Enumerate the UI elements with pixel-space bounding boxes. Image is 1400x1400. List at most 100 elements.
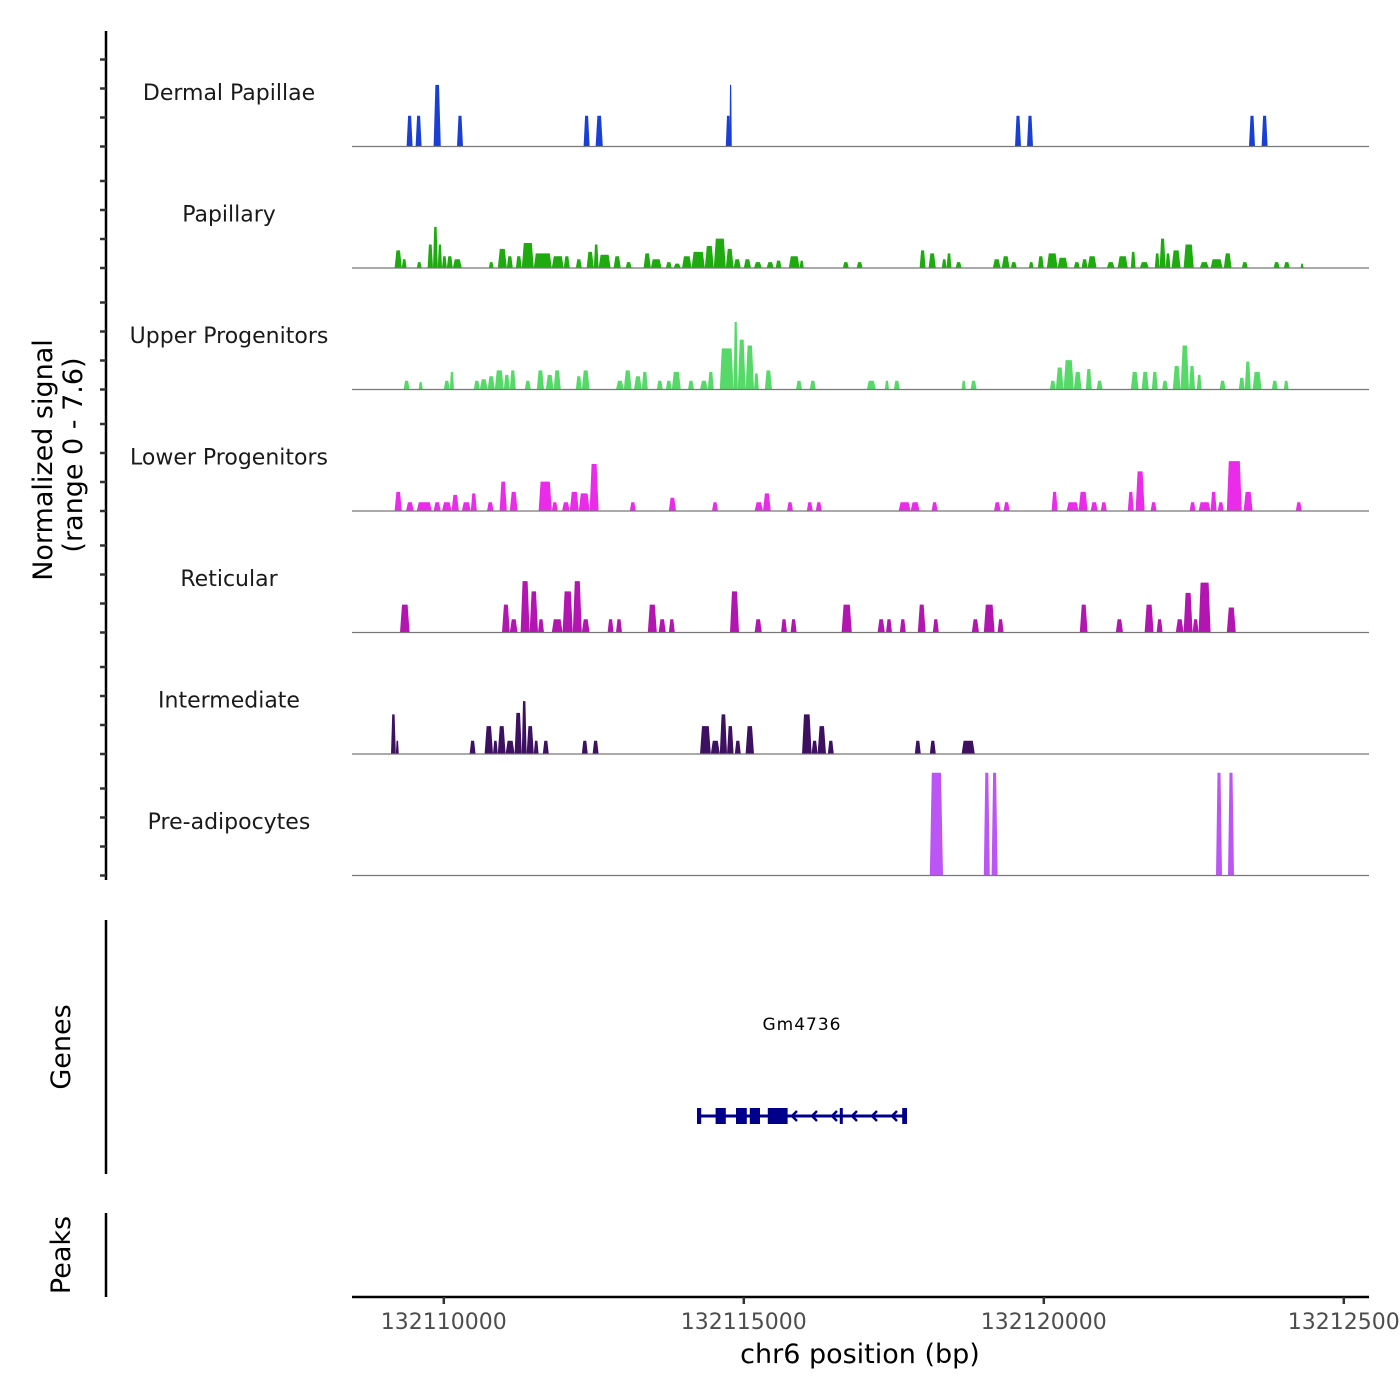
gene-exon — [749, 1108, 760, 1124]
signal-bin — [1144, 604, 1154, 633]
signal-bin — [418, 382, 423, 390]
signal-bin — [1216, 772, 1222, 876]
signal-bin — [727, 726, 734, 754]
signal-bin — [1159, 238, 1166, 268]
signal-bin — [842, 262, 849, 268]
signal-bin — [725, 115, 731, 147]
signal-bin — [1150, 502, 1157, 511]
track-label: Upper Progenitors — [130, 324, 329, 349]
signal-bin — [1249, 115, 1255, 147]
signal-bin — [917, 604, 926, 633]
signal-bin — [1141, 371, 1149, 390]
signal-bin — [497, 248, 507, 268]
signal-bin — [665, 380, 672, 390]
signal-bin — [658, 619, 666, 633]
signal-bin — [433, 84, 441, 147]
signal-bin — [551, 619, 563, 633]
signal-bin — [1090, 502, 1098, 511]
signal-bin — [970, 380, 977, 390]
signal-bin — [529, 591, 538, 633]
signal-bin — [1199, 262, 1209, 268]
signal-bin — [764, 370, 772, 390]
signal-bin — [856, 262, 863, 268]
signal-bin — [515, 256, 522, 268]
signal-bin — [1156, 619, 1163, 633]
signal-bin — [1127, 491, 1134, 511]
track-label: Pre-adipocytes — [148, 810, 311, 835]
signal-bin — [997, 619, 1004, 633]
track-pre-adipocytes: Pre-adipocytes — [148, 772, 1369, 877]
signal-bin — [730, 591, 739, 633]
signal-bin — [1189, 502, 1196, 511]
signal-bin — [589, 464, 599, 511]
signal-bin — [1096, 380, 1103, 390]
signal-bin — [461, 502, 471, 511]
signal-bin — [536, 370, 544, 390]
signal-bin — [578, 493, 590, 511]
signal-bin — [725, 248, 734, 268]
signal-bin — [551, 502, 558, 511]
signal-bin — [961, 740, 975, 754]
signal-bin — [1226, 607, 1236, 633]
signal-bin — [991, 772, 998, 876]
signal-bin — [1172, 366, 1181, 390]
signal-bin — [403, 380, 410, 390]
coverage-y-ticks — [100, 58, 106, 877]
track-intermediate: Intermediate — [158, 689, 1369, 755]
signal-bin — [1189, 366, 1195, 390]
signal-bin — [400, 604, 410, 633]
x-axis-title: chr6 position (bp) — [740, 1339, 980, 1370]
signal-bin — [437, 244, 442, 268]
y-axis-title-line1: Normalized signal — [28, 339, 59, 581]
signal-bin — [487, 502, 494, 511]
signal-bin — [1228, 772, 1234, 876]
signal-bin — [971, 619, 979, 633]
track-papillary: Papillary — [182, 203, 1369, 269]
signal-bin — [766, 262, 774, 268]
signal-bin — [1003, 502, 1010, 511]
signal-bin — [811, 740, 818, 754]
signal-bin — [487, 376, 495, 390]
signal-bin — [469, 740, 476, 754]
signal-bin — [1001, 256, 1010, 268]
signal-bin — [641, 371, 648, 390]
signal-bin — [932, 619, 939, 633]
signal-bin — [700, 726, 711, 754]
y-axis-title-line2: (range 0 - 7.6) — [58, 357, 89, 552]
signal-bin — [446, 256, 453, 268]
signal-bin — [983, 604, 995, 633]
signal-bin — [729, 84, 732, 147]
signal-bin — [625, 262, 632, 268]
signal-bin — [992, 259, 1001, 268]
signal-bin — [796, 380, 802, 390]
signal-bin — [983, 772, 990, 876]
signal-bin — [1198, 502, 1211, 511]
signal-bin — [562, 591, 573, 633]
gene-exon — [839, 1108, 843, 1124]
signal-bin — [743, 259, 751, 268]
signal-bin — [575, 376, 582, 390]
signal-bin — [1244, 361, 1251, 390]
gene-exon — [697, 1108, 702, 1124]
signal-bin — [452, 259, 462, 268]
signal-bin — [745, 345, 754, 390]
track-label: Intermediate — [158, 689, 300, 714]
signal-bin — [1078, 491, 1088, 511]
signal-bin — [673, 263, 681, 268]
signal-bin — [898, 502, 911, 511]
signal-bin — [1241, 262, 1248, 268]
signal-bin — [1226, 461, 1242, 511]
signal-bin — [710, 740, 720, 754]
signal-bin — [479, 379, 488, 390]
signal-bin — [406, 502, 414, 511]
signal-bin — [713, 238, 726, 268]
signal-bin — [910, 502, 920, 511]
signal-bin — [1196, 374, 1202, 390]
signal-bin — [1106, 262, 1115, 268]
signal-bin — [754, 502, 763, 511]
signal-bin — [616, 380, 624, 390]
track-dermal-papillae: Dermal Papillae — [143, 81, 1369, 148]
signal-bin — [1073, 371, 1082, 390]
signal-bin — [451, 494, 459, 511]
signal-bin — [401, 259, 407, 268]
